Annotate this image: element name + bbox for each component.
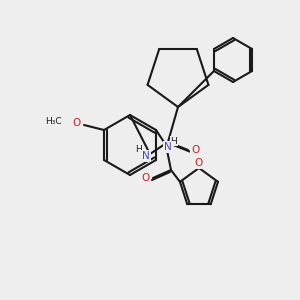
Text: O: O: [72, 118, 80, 128]
Text: O: O: [70, 117, 78, 127]
Text: O: O: [195, 158, 203, 168]
Text: N: N: [142, 151, 150, 161]
Text: N: N: [164, 142, 172, 152]
Text: H: H: [135, 146, 141, 154]
Text: H₃C: H₃C: [45, 118, 62, 127]
Text: H: H: [171, 136, 177, 146]
Text: O: O: [191, 145, 199, 155]
Text: O: O: [142, 173, 150, 183]
